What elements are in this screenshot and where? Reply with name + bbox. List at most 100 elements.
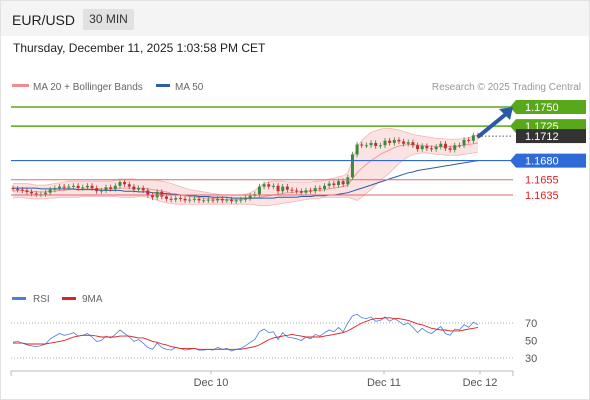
candle	[34, 190, 38, 197]
x-tick-label: Dec 10	[194, 377, 229, 389]
candle-body	[118, 181, 122, 186]
candle	[58, 183, 61, 191]
candle-body	[453, 145, 457, 150]
timestamp: Thursday, December 11, 2025 1:03:58 PM C…	[13, 41, 266, 55]
candle-body	[434, 146, 438, 150]
candle-body	[225, 199, 229, 201]
candle	[388, 137, 392, 146]
candle	[285, 183, 289, 193]
candle	[271, 183, 275, 190]
candle-body	[304, 190, 308, 193]
level-resistance: 1.1750	[11, 100, 586, 114]
candle-body	[281, 186, 285, 192]
legend-label-ma20: MA 20 + Bollinger Bands	[33, 82, 143, 93]
level-label: 1.1680	[525, 156, 559, 168]
candle-body	[192, 198, 196, 200]
candle-body	[392, 139, 396, 143]
candle	[425, 143, 429, 151]
candle-body	[364, 145, 368, 147]
candle-body	[62, 186, 66, 188]
candle-body	[67, 186, 71, 188]
candle-body	[202, 200, 206, 202]
candle	[262, 181, 266, 190]
candle-body	[34, 193, 38, 195]
candle-body	[76, 185, 80, 189]
candle	[299, 188, 303, 196]
candle	[20, 186, 24, 194]
candle-body	[44, 192, 48, 195]
candle-body	[471, 135, 475, 141]
candle-body	[146, 190, 150, 195]
candle	[457, 142, 461, 148]
rsi-tick-label: 30	[525, 353, 537, 365]
candle-body	[109, 187, 113, 189]
legend-swatch-ma50	[156, 84, 170, 87]
projection-arrow-head	[499, 107, 513, 120]
level-label: 1.1750	[525, 102, 559, 114]
candle-body	[188, 199, 192, 201]
candle-body	[234, 200, 238, 202]
candle-body	[271, 185, 275, 187]
candle	[304, 187, 308, 196]
candle-body	[295, 190, 299, 192]
candle-body	[374, 142, 378, 147]
candle	[332, 180, 336, 188]
candle-body	[425, 146, 429, 149]
candle	[137, 185, 141, 193]
candle-body	[25, 190, 29, 192]
candle-body	[350, 154, 354, 178]
candle-body	[174, 198, 178, 200]
candle	[113, 183, 117, 192]
candle	[178, 195, 182, 202]
candle-body	[132, 186, 136, 190]
candle-body	[327, 183, 331, 186]
candle	[239, 196, 243, 204]
level-support: 1.1635	[11, 190, 559, 202]
x-axis-ticks: Dec 10 Dec 11 Dec 12	[10, 371, 514, 389]
candle	[313, 185, 317, 194]
candle-body	[244, 198, 247, 200]
candle	[411, 139, 415, 148]
level-support: 1.1655	[11, 175, 559, 187]
level-label: 1.1712	[525, 131, 559, 143]
candle-body	[285, 186, 289, 190]
x-tick-label: Dec 12	[463, 377, 498, 389]
level-last-price: 1.1712	[478, 129, 586, 144]
header-bar: EUR/USD 30 MIN	[1, 1, 589, 36]
candle	[123, 179, 127, 187]
bollinger-lower-line	[12, 151, 479, 207]
candle-body	[164, 196, 168, 199]
candle-body	[85, 185, 89, 188]
candle-body	[416, 145, 420, 150]
candle	[11, 185, 15, 192]
candle	[281, 183, 285, 194]
candle	[430, 145, 433, 152]
level-label: 1.1655	[525, 175, 559, 187]
x-tick-label: Dec 11	[367, 377, 401, 389]
bollinger-upper-line	[13, 128, 479, 196]
candle-body	[262, 184, 266, 187]
candle	[355, 141, 359, 158]
candle	[202, 197, 206, 204]
candle-body	[104, 187, 108, 191]
candle	[467, 137, 471, 144]
timeframe-badge[interactable]: 30 MIN	[83, 9, 134, 30]
candle-body	[141, 188, 145, 191]
candle-body	[420, 146, 424, 150]
candle	[192, 196, 196, 203]
candle-body	[346, 177, 350, 185]
candle	[244, 195, 247, 203]
candle	[174, 195, 178, 203]
candle-body	[313, 188, 317, 192]
candle-body	[448, 148, 452, 150]
legend-swatch-ma20	[12, 84, 29, 87]
symbol-title: EUR/USD	[12, 12, 76, 28]
legend-swatch-rsi	[12, 297, 26, 300]
price-panel	[11, 128, 480, 207]
candle	[350, 151, 354, 181]
candle-body	[169, 198, 173, 200]
candle-body	[90, 185, 94, 189]
candle	[216, 196, 220, 204]
candle	[44, 190, 48, 197]
